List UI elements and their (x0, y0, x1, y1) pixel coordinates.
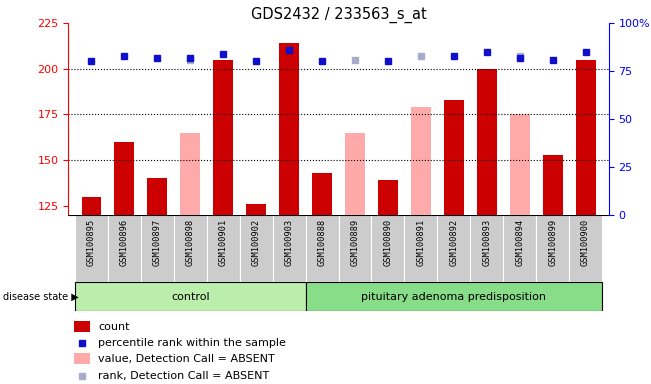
Bar (180, 133, 200, 215)
Bar (536, 215, 569, 282)
Bar (174, 215, 207, 282)
Text: value, Detection Call = ABSENT: value, Detection Call = ABSENT (98, 354, 275, 364)
Bar (115, 142, 134, 215)
Text: control: control (171, 291, 210, 302)
Text: pituitary adenoma predisposition: pituitary adenoma predisposition (361, 291, 546, 302)
Bar (305, 215, 339, 282)
Bar (279, 43, 299, 215)
Bar (305, 282, 602, 311)
Text: GSM100889: GSM100889 (350, 218, 359, 266)
Bar (74, 353, 90, 364)
Bar (411, 107, 431, 215)
Text: GSM100899: GSM100899 (548, 218, 557, 266)
Text: GSM100892: GSM100892 (449, 218, 458, 266)
Bar (372, 215, 404, 282)
Title: GDS2432 / 233563_s_at: GDS2432 / 233563_s_at (251, 7, 426, 23)
Bar (378, 180, 398, 215)
Text: rank, Detection Call = ABSENT: rank, Detection Call = ABSENT (98, 371, 270, 381)
Bar (339, 215, 372, 282)
Bar (207, 215, 240, 282)
Bar (444, 100, 464, 215)
Text: disease state ▶: disease state ▶ (3, 291, 79, 302)
Bar (75, 282, 305, 311)
Text: GSM100903: GSM100903 (284, 218, 294, 266)
Bar (108, 215, 141, 282)
Bar (312, 173, 332, 215)
Bar (543, 155, 562, 215)
Text: GSM100890: GSM100890 (383, 218, 393, 266)
Text: percentile rank within the sample: percentile rank within the sample (98, 338, 286, 348)
Bar (404, 215, 437, 282)
Bar (75, 215, 108, 282)
Bar (74, 321, 90, 332)
Bar (246, 204, 266, 215)
Bar (345, 133, 365, 215)
Text: GSM100893: GSM100893 (482, 218, 492, 266)
Text: count: count (98, 322, 130, 332)
Bar (510, 114, 530, 215)
Text: GSM100898: GSM100898 (186, 218, 195, 266)
Bar (214, 60, 233, 215)
Bar (273, 215, 305, 282)
Text: GSM100891: GSM100891 (417, 218, 425, 266)
Bar (503, 215, 536, 282)
Text: GSM100897: GSM100897 (153, 218, 162, 266)
Text: GSM100895: GSM100895 (87, 218, 96, 266)
Bar (470, 215, 503, 282)
Bar (147, 179, 167, 215)
Text: GSM100894: GSM100894 (515, 218, 524, 266)
Bar (477, 69, 497, 215)
Bar (240, 215, 273, 282)
Bar (141, 215, 174, 282)
Bar (81, 197, 102, 215)
Text: GSM100902: GSM100902 (252, 218, 260, 266)
Bar (569, 215, 602, 282)
Bar (575, 60, 596, 215)
Text: GSM100901: GSM100901 (219, 218, 228, 266)
Text: GSM100888: GSM100888 (318, 218, 327, 266)
Bar (437, 215, 470, 282)
Text: GSM100900: GSM100900 (581, 218, 590, 266)
Text: GSM100896: GSM100896 (120, 218, 129, 266)
